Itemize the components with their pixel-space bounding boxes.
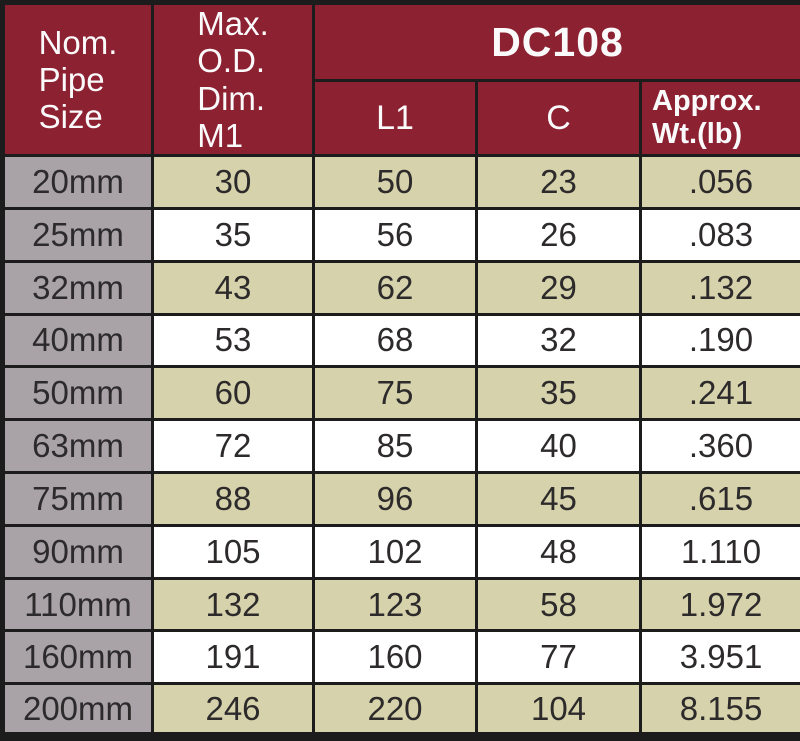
l1-cell: 75 <box>314 367 477 420</box>
c-cell: 48 <box>477 525 641 578</box>
l1-cell: 62 <box>314 261 477 314</box>
m1-cell: 191 <box>153 631 314 684</box>
m1-cell: 88 <box>153 473 314 526</box>
table-row: 110mm 132 123 58 1.972 <box>3 578 800 631</box>
pipe-size-cell: 25mm <box>3 208 153 261</box>
m1-cell: 246 <box>153 684 314 737</box>
c-cell: 58 <box>477 578 641 631</box>
wt-cell: .241 <box>641 367 800 420</box>
c-cell: 45 <box>477 473 641 526</box>
header-dc108: DC108 <box>314 3 800 81</box>
wt-cell: .615 <box>641 473 800 526</box>
l1-cell: 96 <box>314 473 477 526</box>
wt-cell: .190 <box>641 314 800 367</box>
table-row: 63mm 72 85 40 .360 <box>3 420 800 473</box>
wt-cell: .360 <box>641 420 800 473</box>
wt-cell: 1.972 <box>641 578 800 631</box>
c-cell: 26 <box>477 208 641 261</box>
wt-cell: 1.110 <box>641 525 800 578</box>
wt-cell: .083 <box>641 208 800 261</box>
pipe-size-cell: 40mm <box>3 314 153 367</box>
pipe-size-cell: 75mm <box>3 473 153 526</box>
m1-cell: 72 <box>153 420 314 473</box>
pipe-size-cell: 90mm <box>3 525 153 578</box>
l1-cell: 102 <box>314 525 477 578</box>
c-cell: 77 <box>477 631 641 684</box>
l1-cell: 68 <box>314 314 477 367</box>
c-cell: 104 <box>477 684 641 737</box>
m1-cell: 105 <box>153 525 314 578</box>
c-cell: 29 <box>477 261 641 314</box>
table-row: 32mm 43 62 29 .132 <box>3 261 800 314</box>
header-nom-pipe-size-label: Nom. Pipe Size <box>39 24 118 136</box>
l1-cell: 123 <box>314 578 477 631</box>
c-cell: 32 <box>477 314 641 367</box>
header-l1: L1 <box>314 81 477 156</box>
pipe-size-cell: 160mm <box>3 631 153 684</box>
l1-cell: 220 <box>314 684 477 737</box>
wt-cell: .056 <box>641 156 800 209</box>
pipe-size-cell: 50mm <box>3 367 153 420</box>
wt-cell: .132 <box>641 261 800 314</box>
table-row: 160mm 191 160 77 3.951 <box>3 631 800 684</box>
header-max-od-dim-m1-label: Max. O.D. Dim. M1 <box>197 5 269 154</box>
table-body: 20mm 30 50 23 .056 25mm 35 56 26 .083 32… <box>3 156 800 737</box>
m1-cell: 53 <box>153 314 314 367</box>
l1-cell: 50 <box>314 156 477 209</box>
table-row: 25mm 35 56 26 .083 <box>3 208 800 261</box>
table-header: Nom. Pipe Size Max. O.D. Dim. M1 DC108 L… <box>3 3 800 156</box>
header-approx-wt-label: Approx. Wt.(lb) <box>652 85 762 152</box>
table-row: 90mm 105 102 48 1.110 <box>3 525 800 578</box>
pipe-size-cell: 63mm <box>3 420 153 473</box>
pipe-size-cell: 20mm <box>3 156 153 209</box>
m1-cell: 43 <box>153 261 314 314</box>
wt-cell: 8.155 <box>641 684 800 737</box>
l1-cell: 160 <box>314 631 477 684</box>
pipe-size-cell: 110mm <box>3 578 153 631</box>
header-max-od-dim-m1: Max. O.D. Dim. M1 <box>153 3 314 156</box>
table-row: 40mm 53 68 32 .190 <box>3 314 800 367</box>
pipe-size-cell: 200mm <box>3 684 153 737</box>
table-row: 200mm 246 220 104 8.155 <box>3 684 800 737</box>
header-nom-pipe-size: Nom. Pipe Size <box>3 3 153 156</box>
table-row: 75mm 88 96 45 .615 <box>3 473 800 526</box>
m1-cell: 60 <box>153 367 314 420</box>
m1-cell: 30 <box>153 156 314 209</box>
table-row: 50mm 60 75 35 .241 <box>3 367 800 420</box>
pipe-size-cell: 32mm <box>3 261 153 314</box>
m1-cell: 35 <box>153 208 314 261</box>
wt-cell: 3.951 <box>641 631 800 684</box>
table-row: 20mm 30 50 23 .056 <box>3 156 800 209</box>
m1-cell: 132 <box>153 578 314 631</box>
header-c: C <box>477 81 641 156</box>
l1-cell: 85 <box>314 420 477 473</box>
header-group-row: Nom. Pipe Size Max. O.D. Dim. M1 DC108 <box>3 3 800 81</box>
c-cell: 35 <box>477 367 641 420</box>
l1-cell: 56 <box>314 208 477 261</box>
c-cell: 23 <box>477 156 641 209</box>
header-approx-wt: Approx. Wt.(lb) <box>641 81 800 156</box>
c-cell: 40 <box>477 420 641 473</box>
